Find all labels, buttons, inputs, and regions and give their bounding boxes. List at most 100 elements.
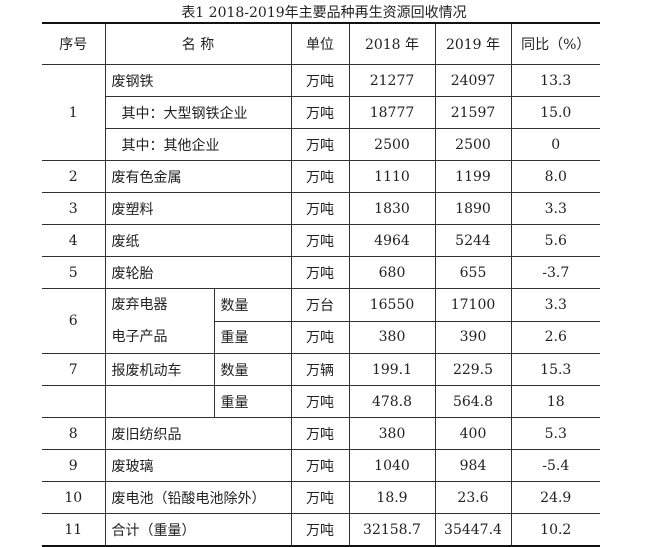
yoy-cell: 18 [510, 385, 600, 418]
value-2019: 35447.4 [434, 513, 512, 547]
name-cell: 废有色金属 [104, 160, 292, 193]
unit-cell: 万吨 [290, 64, 350, 97]
yoy-cell: 5.3 [510, 417, 600, 450]
value-2018: 478.8 [348, 385, 436, 418]
seq-cell: 1 [42, 64, 106, 161]
value-2018: 32158.7 [348, 513, 436, 547]
value-2018: 1830 [348, 192, 436, 225]
seq-cell: 4 [42, 224, 106, 257]
unit-cell: 万吨 [290, 96, 350, 129]
yoy-cell: 10.2 [510, 513, 600, 547]
name-cell: 合计（重量） [104, 513, 292, 547]
value-2019: 655 [434, 256, 512, 289]
seq-cell: 5 [42, 256, 106, 289]
value-2019: 21597 [434, 96, 512, 129]
unit-cell: 万吨 [290, 160, 350, 193]
value-2019: 400 [434, 417, 512, 450]
table-row: 8 废旧纺织品 万吨 380 400 5.3 [42, 417, 600, 450]
sub-cell: 重量 [213, 385, 292, 418]
value-2018: 21277 [348, 64, 436, 97]
value-2019: 24097 [434, 64, 512, 97]
seq-cell: 8 [42, 417, 106, 450]
name-line-1: 废弃电器 [111, 297, 168, 313]
value-2019: 1199 [434, 160, 512, 193]
table-row: 6 废弃电器 电子产品 数量 万台 16550 17100 3.3 [42, 288, 600, 354]
yoy-cell: 2.6 [510, 320, 600, 354]
value-2019: 17100 [434, 288, 512, 322]
seq-cell: 10 [42, 481, 106, 514]
value-2019: 390 [434, 320, 512, 354]
value-2018: 16550 [348, 288, 436, 322]
seq-cell: 7 [42, 353, 106, 386]
sub-cell: 重量 [214, 320, 292, 354]
name-cell [104, 385, 215, 418]
value-2018: 380 [348, 417, 436, 450]
yoy-cell: -5.4 [510, 449, 600, 482]
unit-cell: 万吨 [290, 513, 350, 547]
table-row: 3 废塑料 万吨 1830 1890 3.3 [42, 192, 600, 225]
yoy-cell: -3.7 [510, 256, 600, 289]
header-2019: 2019 年 [434, 22, 512, 65]
header-row: 序号 名 称 单位 2018 年 2019 年 同比（%） [42, 22, 600, 65]
header-2018: 2018 年 [348, 22, 436, 65]
seq-cell: 11 [42, 513, 106, 547]
name-cell: 废旧纺织品 [104, 417, 292, 450]
value-2018: 4964 [348, 224, 436, 257]
table-title: 表1 2018-2019年主要品种再生资源回收情况 [181, 5, 467, 21]
header-yoy: 同比（%） [510, 22, 600, 65]
value-2019: 229.5 [434, 353, 512, 386]
table-row: 1 废钢铁 万吨 21277 24097 13.3 [42, 64, 600, 161]
table-row: 其中：其他企业 万吨 2500 2500 0 [42, 128, 600, 161]
unit-cell: 万吨 [290, 417, 350, 450]
table-row: 2 废有色金属 万吨 1110 1199 8.0 [42, 160, 600, 193]
value-2019: 984 [434, 449, 512, 482]
yoy-cell: 15.0 [510, 96, 600, 129]
table-row: 其中：大型钢铁企业 万吨 18777 21597 15.0 [42, 96, 600, 129]
table-row: 4 废纸 万吨 4964 5244 5.6 [42, 224, 600, 257]
name-cell: 其中：大型钢铁企业 [105, 96, 292, 129]
seq-cell: 3 [42, 192, 106, 225]
value-2018: 199.1 [348, 353, 436, 386]
unit-cell: 万吨 [290, 192, 350, 225]
value-2019: 1890 [434, 192, 512, 225]
unit-cell: 万辆 [290, 353, 350, 386]
sub-cell: 数量 [213, 353, 292, 386]
header-seq: 序号 [42, 22, 106, 65]
seq-cell: 6 [42, 288, 106, 354]
header-name: 名 称 [104, 22, 292, 65]
name-cell: 废钢铁 [104, 64, 292, 97]
name-cell: 废弃电器 电子产品 [104, 288, 215, 354]
unit-cell: 万台 [290, 288, 350, 322]
seq-cell: 2 [42, 160, 106, 193]
unit-cell: 万吨 [290, 449, 350, 482]
value-2018: 2500 [348, 128, 436, 161]
yoy-cell: 0 [510, 128, 600, 161]
value-2019: 2500 [434, 128, 512, 161]
value-2019: 23.6 [434, 481, 512, 514]
value-2018: 1110 [348, 160, 436, 193]
name-cell: 废轮胎 [104, 256, 292, 289]
name-cell: 废玻璃 [104, 449, 292, 482]
value-2019: 5244 [434, 224, 512, 257]
table-row: 7 报废机动车 数量 万辆 199.1 229.5 15.3 [42, 353, 600, 386]
table-row: 11 合计（重量） 万吨 32158.7 35447.4 10.2 [42, 513, 600, 547]
recycling-table: 序号 名 称 单位 2018 年 2019 年 同比（%） 1 废钢铁 万吨 2… [42, 22, 600, 547]
yoy-cell: 24.9 [510, 481, 600, 514]
yoy-cell: 5.6 [510, 224, 600, 257]
table-row: 5 废轮胎 万吨 680 655 -3.7 [42, 256, 600, 289]
yoy-cell: 13.3 [510, 64, 600, 97]
value-2018: 680 [348, 256, 436, 289]
unit-cell: 万吨 [290, 128, 350, 161]
value-2018: 18.9 [348, 481, 436, 514]
unit-cell: 万吨 [290, 481, 350, 514]
unit-cell: 万吨 [290, 320, 350, 354]
name-cell: 其中：其他企业 [105, 128, 292, 161]
yoy-cell: 15.3 [510, 353, 600, 386]
name-line-2: 电子产品 [111, 329, 168, 345]
table-row: 重量 万吨 478.8 564.8 18 [42, 385, 600, 418]
name-cell: 废纸 [104, 224, 292, 257]
yoy-cell: 8.0 [510, 160, 600, 193]
unit-cell: 万吨 [290, 385, 350, 418]
value-2018: 380 [348, 320, 436, 354]
table-row: 9 废玻璃 万吨 1040 984 -5.4 [42, 449, 600, 482]
